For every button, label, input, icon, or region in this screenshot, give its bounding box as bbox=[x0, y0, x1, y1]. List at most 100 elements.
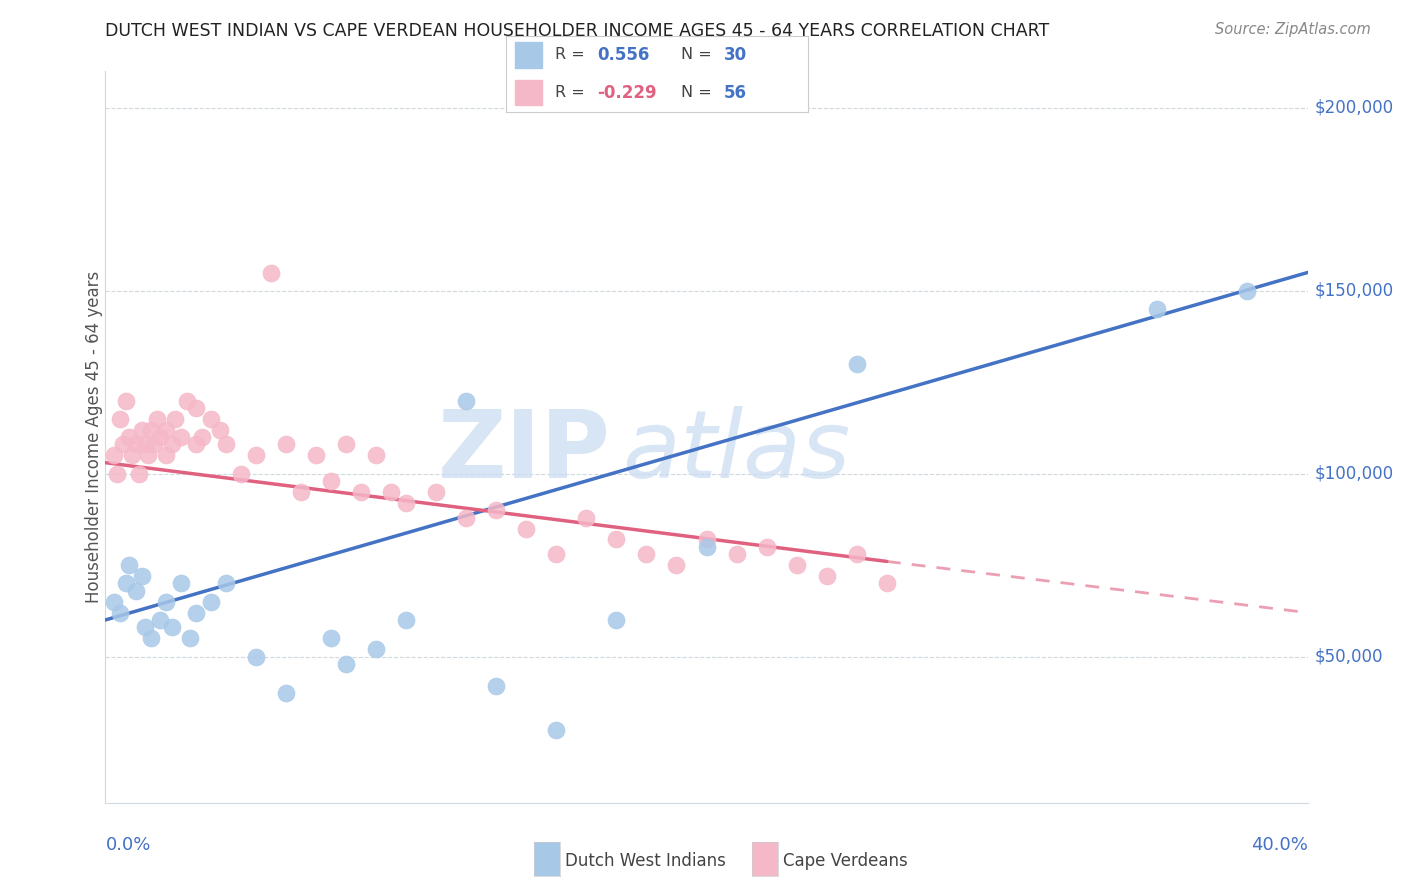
Point bbox=[136, 448, 159, 462]
Point bbox=[176, 393, 198, 408]
Point bbox=[214, 437, 236, 451]
Point bbox=[456, 393, 478, 408]
Point bbox=[131, 423, 153, 437]
Point bbox=[110, 412, 132, 426]
Point bbox=[1146, 301, 1168, 317]
Point bbox=[169, 430, 191, 444]
Point bbox=[145, 412, 167, 426]
Text: N =: N = bbox=[682, 47, 717, 62]
Point bbox=[200, 594, 222, 608]
Text: -0.229: -0.229 bbox=[596, 84, 657, 102]
Point bbox=[485, 679, 508, 693]
Point bbox=[546, 547, 568, 561]
Point bbox=[245, 649, 267, 664]
Point bbox=[290, 485, 312, 500]
Point bbox=[425, 485, 447, 500]
Point bbox=[121, 448, 143, 462]
Point bbox=[456, 510, 478, 524]
Point bbox=[696, 533, 718, 547]
Point bbox=[134, 620, 156, 634]
Text: atlas: atlas bbox=[623, 406, 851, 497]
Point bbox=[350, 485, 373, 500]
Text: ZIP: ZIP bbox=[437, 406, 610, 498]
Point bbox=[155, 423, 177, 437]
Point bbox=[112, 437, 135, 451]
Point bbox=[546, 723, 568, 737]
Point bbox=[274, 437, 297, 451]
Point bbox=[148, 430, 170, 444]
Point bbox=[485, 503, 508, 517]
Bar bbox=[515, 79, 543, 105]
Point bbox=[786, 558, 808, 573]
Point bbox=[845, 547, 868, 561]
Point bbox=[107, 467, 129, 481]
Point bbox=[139, 632, 162, 646]
Point bbox=[845, 357, 868, 371]
Point bbox=[124, 437, 146, 451]
Point bbox=[190, 430, 212, 444]
Text: 30: 30 bbox=[724, 45, 747, 63]
Point bbox=[179, 632, 201, 646]
Point bbox=[115, 393, 138, 408]
Point bbox=[335, 657, 357, 671]
Text: 0.556: 0.556 bbox=[596, 45, 650, 63]
Text: $200,000: $200,000 bbox=[1315, 99, 1393, 117]
Point bbox=[319, 474, 342, 488]
Point bbox=[755, 540, 778, 554]
Point bbox=[160, 620, 183, 634]
Point bbox=[148, 613, 170, 627]
Point bbox=[515, 521, 537, 535]
Point bbox=[395, 613, 418, 627]
Point bbox=[274, 686, 297, 700]
Point bbox=[128, 467, 150, 481]
Point bbox=[380, 485, 402, 500]
Point bbox=[155, 594, 177, 608]
Point bbox=[229, 467, 252, 481]
Point bbox=[103, 594, 125, 608]
Point bbox=[665, 558, 688, 573]
Y-axis label: Householder Income Ages 45 - 64 years: Householder Income Ages 45 - 64 years bbox=[86, 271, 103, 603]
Point bbox=[103, 448, 125, 462]
Point bbox=[142, 437, 165, 451]
Point bbox=[131, 569, 153, 583]
Point bbox=[169, 576, 191, 591]
Point bbox=[605, 613, 627, 627]
Point bbox=[118, 558, 141, 573]
Point bbox=[605, 533, 627, 547]
Point bbox=[260, 266, 283, 280]
Text: $50,000: $50,000 bbox=[1315, 648, 1384, 665]
Point bbox=[184, 401, 207, 415]
Point bbox=[815, 569, 838, 583]
Text: R =: R = bbox=[554, 85, 589, 100]
Bar bbox=[515, 42, 543, 68]
Point bbox=[725, 547, 748, 561]
Text: 56: 56 bbox=[724, 84, 747, 102]
Point bbox=[184, 437, 207, 451]
Point bbox=[696, 540, 718, 554]
Text: $100,000: $100,000 bbox=[1315, 465, 1393, 483]
Point bbox=[184, 606, 207, 620]
Point bbox=[305, 448, 328, 462]
Text: N =: N = bbox=[682, 85, 717, 100]
Point bbox=[1236, 284, 1258, 298]
Point bbox=[364, 448, 387, 462]
Point bbox=[118, 430, 141, 444]
Point bbox=[110, 606, 132, 620]
Point bbox=[115, 576, 138, 591]
Point bbox=[139, 423, 162, 437]
Point bbox=[245, 448, 267, 462]
Point bbox=[575, 510, 598, 524]
Point bbox=[636, 547, 658, 561]
Point bbox=[364, 642, 387, 657]
Point bbox=[134, 437, 156, 451]
Point bbox=[155, 448, 177, 462]
Point bbox=[200, 412, 222, 426]
Point bbox=[160, 437, 183, 451]
Point bbox=[395, 496, 418, 510]
Point bbox=[335, 437, 357, 451]
Point bbox=[163, 412, 186, 426]
Point bbox=[876, 576, 898, 591]
Point bbox=[214, 576, 236, 591]
Text: 40.0%: 40.0% bbox=[1251, 836, 1308, 854]
Text: R =: R = bbox=[554, 47, 589, 62]
